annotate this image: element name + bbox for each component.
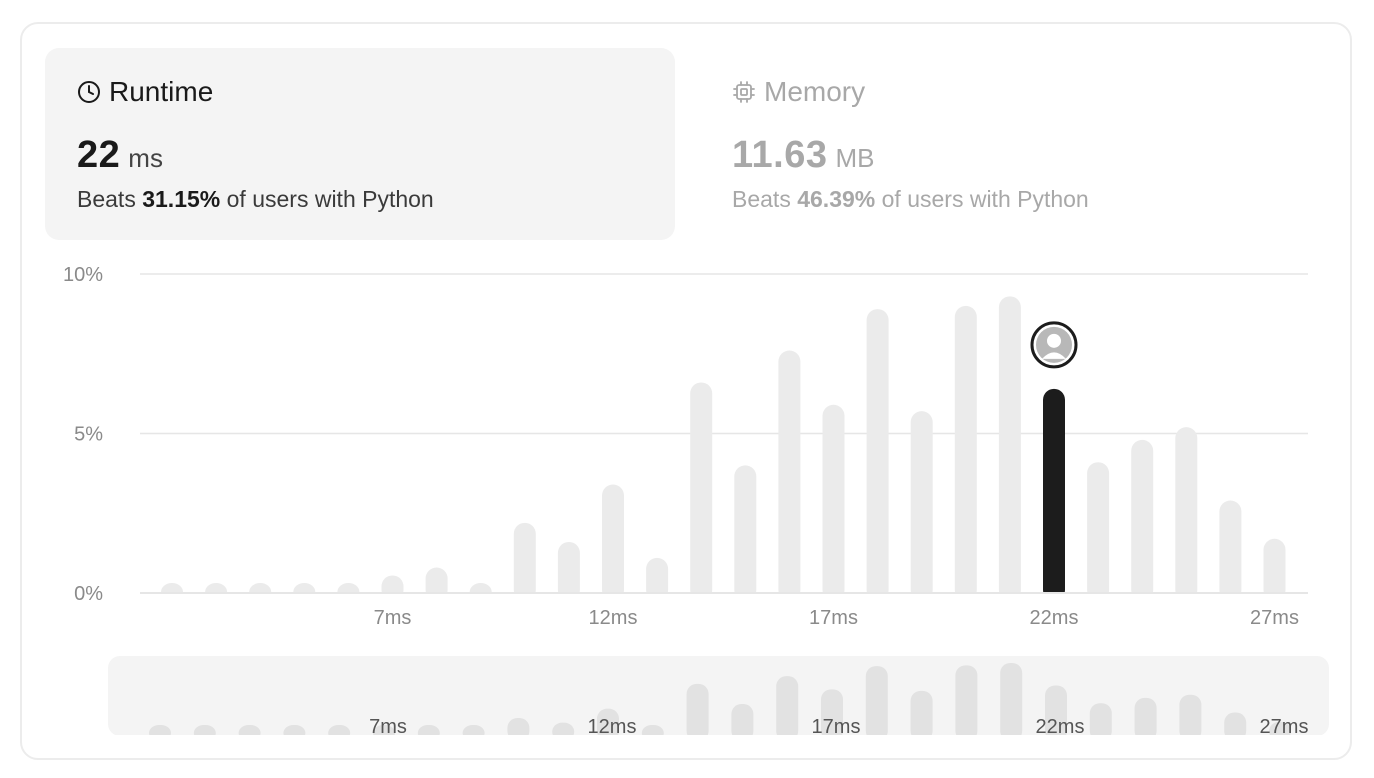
runtime-bar[interactable]: [602, 484, 624, 601]
runtime-beats: Beats 31.15% of users with Python: [77, 186, 434, 213]
bar-base-mask: [140, 594, 1308, 606]
y-tick-label: 10%: [63, 264, 103, 286]
overview-bar: [821, 689, 843, 741]
x-tick-label: 22ms: [1030, 607, 1079, 629]
runtime-beats-suffix: of users with Python: [226, 186, 434, 212]
overview-bar: [1134, 697, 1157, 741]
runtime-bar[interactable]: [1087, 462, 1110, 601]
overview-bar: [1000, 663, 1023, 741]
runtime-beats-prefix: Beats: [77, 186, 136, 212]
memory-beats-percent: 46.39%: [797, 186, 876, 212]
memory-value: 11.63 MB: [732, 134, 875, 177]
memory-title: Memory: [764, 76, 866, 107]
runtime-bar[interactable]: [954, 305, 977, 601]
y-tick-label: 5%: [74, 424, 103, 446]
overview-bar: [731, 704, 754, 741]
overview-bar: [910, 690, 933, 741]
y-tick-label: 0%: [74, 583, 103, 605]
runtime-header: Runtime: [77, 76, 213, 108]
runtime-bar[interactable]: [734, 465, 757, 601]
avatar-head: [1047, 333, 1061, 348]
runtime-panel[interactable]: Runtime 22 ms Beats 31.15% of users with…: [45, 48, 675, 240]
overview-bar: [776, 676, 799, 741]
overview-tick-label: 7ms: [369, 716, 407, 738]
overview-bar: [1224, 712, 1247, 741]
runtime-bar[interactable]: [690, 382, 713, 601]
memory-beats-suffix: of users with Python: [881, 186, 1089, 212]
runtime-bar[interactable]: [513, 522, 536, 601]
memory-beats-prefix: Beats: [732, 186, 791, 212]
overview-tick-label: 27ms: [1260, 716, 1309, 738]
runtime-bar[interactable]: [557, 541, 580, 601]
overview-bar: [1089, 703, 1112, 741]
memory-panel[interactable]: Memory 11.63 MB Beats 46.39% of users wi…: [700, 48, 1330, 240]
avatar-body: [1042, 352, 1066, 359]
x-tick-label: 7ms: [374, 607, 412, 629]
runtime-bar[interactable]: [910, 411, 933, 601]
runtime-bar[interactable]: [1175, 427, 1198, 601]
runtime-bar[interactable]: [866, 309, 889, 601]
overview-tick-label: 17ms: [812, 716, 861, 738]
runtime-bar-highlight[interactable]: [1043, 388, 1065, 601]
runtime-beats-percent: 31.15%: [142, 186, 221, 212]
x-tick-label: 12ms: [589, 607, 638, 629]
memory-header: Memory: [732, 76, 865, 108]
overview-tick-label: 12ms: [588, 716, 637, 738]
overview-bar: [1179, 694, 1202, 741]
overview-bar: [865, 666, 888, 741]
overview-tick-label: 22ms: [1036, 716, 1085, 738]
x-tick-label: 17ms: [809, 607, 858, 629]
memory-number: 11.63: [732, 134, 828, 176]
memory-unit: MB: [835, 143, 875, 173]
memory-beats: Beats 46.39% of users with Python: [732, 186, 1089, 213]
runtime-unit: ms: [128, 143, 163, 173]
overview-bar: [597, 708, 619, 741]
runtime-bar[interactable]: [1131, 439, 1154, 601]
overview-brush[interactable]: [108, 656, 1329, 736]
x-tick-label: 27ms: [1250, 607, 1299, 629]
chip-icon: [733, 81, 755, 103]
overview-bar: [686, 683, 709, 741]
overview-bar: [955, 665, 978, 741]
overview-bar: [1045, 685, 1067, 741]
runtime-bar[interactable]: [998, 296, 1021, 601]
runtime-number: 22: [77, 134, 121, 176]
runtime-title: Runtime: [109, 76, 214, 107]
runtime-bar[interactable]: [1219, 500, 1242, 601]
runtime-bar[interactable]: [1263, 538, 1286, 601]
runtime-bar[interactable]: [822, 404, 845, 601]
clock-icon: [78, 81, 100, 103]
runtime-value: 22 ms: [77, 134, 163, 177]
runtime-bar[interactable]: [646, 557, 669, 601]
overview-base-mask: [108, 735, 1329, 745]
runtime-bar[interactable]: [778, 350, 801, 601]
